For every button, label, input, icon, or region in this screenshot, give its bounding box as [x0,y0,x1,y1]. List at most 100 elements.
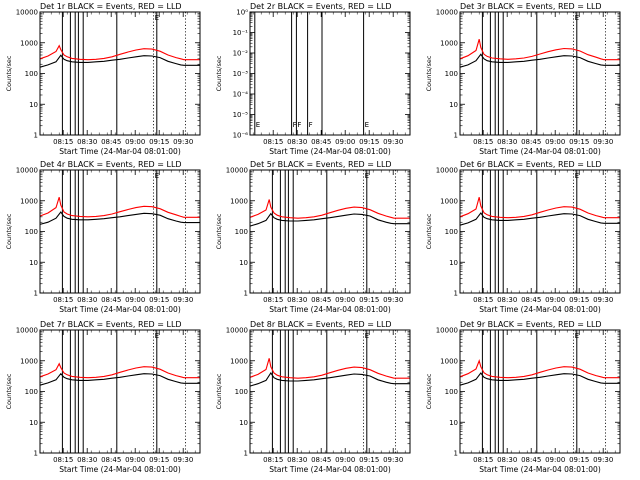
y-tick-label: 1000 [20,357,38,365]
events-series-line [459,53,620,68]
lld-series-line [39,362,200,379]
x-tick-label: 09:30 [383,138,403,146]
panel-9: 1 10 100 1000 10000 08:15 08:30 08:45 09:00 09:15… [425,320,621,474]
y-tick-label: 10 [239,259,248,267]
x-tick-label: 09:30 [173,296,193,304]
panel-title: Det 9r BLACK = Events, RED = LLD [460,320,602,329]
x-tick-label: 09:15 [569,138,589,146]
panel-title: Det 8r BLACK = Events, RED = LLD [250,320,392,329]
x-tick-label: 08:15 [53,138,73,146]
y-tick-label: 10⁰ [236,9,248,17]
plot-frame [249,329,411,454]
lld-series-line [39,197,200,218]
panel-5: 1 10 100 1000 10000 08:15 08:30 08:45 09:00 09:15… [215,160,411,314]
x-tick-label: 09:00 [545,138,565,146]
y-tick-label: 1 [244,290,248,298]
y-tick-label: 100 [445,70,458,78]
events-series-line [39,372,200,386]
x-tick-label: 08:15 [473,296,493,304]
plot-frame [39,169,201,294]
panel-1: 1 10 100 1000 10000 08:15 08:30 08:45 09:00 09:15… [5,2,201,156]
y-tick-label: 1 [34,450,38,458]
y-tick-label: 10⁻⁴ [233,91,249,99]
x-tick-label: 08:30 [497,296,517,304]
x-tick-label: 09:30 [593,138,613,146]
y-tick-label: 10⁻³ [233,70,249,78]
events-series-line [459,212,620,226]
x-axis-label: Start Time (24-Mar-04 08:01:00) [59,305,181,314]
y-tick-label: 10 [29,101,38,109]
y-tick-label: 10⁻¹ [233,29,249,37]
events-series-line [249,372,410,387]
y-axis-label: Counts/sec [215,373,223,409]
x-axis-label: Start Time (24-Mar-04 08:01:00) [479,147,601,156]
y-axis-label: Counts/sec [5,373,13,409]
flag-label: F [297,121,301,129]
x-tick-label: 08:15 [473,138,493,146]
flag-label: E [155,172,159,180]
y-tick-label: 1000 [230,357,248,365]
x-tick-label: 09:15 [149,456,169,464]
flag-label: E [575,172,579,180]
panel-title: Det 3r BLACK = Events, RED = LLD [460,2,602,11]
x-tick-label: 09:00 [335,138,355,146]
x-tick-label: 08:30 [77,456,97,464]
flag-label: E [575,332,579,340]
y-tick-label: 10 [239,419,248,427]
x-tick-label: 08:45 [311,296,331,304]
y-axis-label: Counts/sec [215,55,223,91]
x-tick-label: 09:15 [569,296,589,304]
x-axis-label: Start Time (24-Mar-04 08:01:00) [479,465,601,474]
panel-title: Det 5r BLACK = Events, RED = LLD [250,160,392,169]
flag-label: E [365,121,369,129]
y-tick-label: 10 [449,419,458,427]
x-tick-label: 09:15 [359,456,379,464]
y-tick-label: 100 [25,228,38,236]
y-tick-label: 1000 [20,197,38,205]
x-tick-label: 08:15 [263,456,283,464]
x-tick-label: 08:45 [101,138,121,146]
y-tick-label: 100 [445,228,458,236]
x-tick-label: 09:15 [359,138,379,146]
panel-4: 1 10 100 1000 10000 08:15 08:30 08:45 09:00 09:15… [5,160,201,314]
y-tick-label: 1000 [20,39,38,47]
x-tick-label: 08:30 [77,138,97,146]
panel-8: 1 10 100 1000 10000 08:15 08:30 08:45 09:00 09:15… [215,320,411,474]
flag-label: E [575,14,579,22]
x-axis-label: Start Time (24-Mar-04 08:01:00) [269,305,391,314]
x-tick-label: 09:00 [545,456,565,464]
x-tick-label: 09:00 [335,456,355,464]
x-tick-label: 08:45 [101,296,121,304]
x-axis-label: Start Time (24-Mar-04 08:01:00) [59,147,181,156]
y-tick-label: 100 [25,70,38,78]
x-tick-label: 08:45 [311,456,331,464]
y-tick-label: 10000 [16,167,38,175]
x-tick-label: 08:15 [263,296,283,304]
x-axis-label: Start Time (24-Mar-04 08:01:00) [269,465,391,474]
x-tick-label: 08:30 [287,296,307,304]
plot-frame [249,11,411,136]
panel-2: 10⁻⁶ 10⁻⁵ 10⁻⁴ 10⁻³ 10⁻² 10⁻¹ 10⁰ 08:15 08:30 08:… [215,2,411,156]
events-series-line [39,211,200,225]
y-tick-label: 1 [454,132,458,140]
x-tick-label: 09:00 [125,138,145,146]
x-tick-label: 09:15 [359,296,379,304]
x-tick-label: 08:30 [497,138,517,146]
events-series-line [249,212,410,227]
x-tick-label: 09:00 [335,296,355,304]
x-tick-label: 08:30 [287,456,307,464]
y-tick-label: 1 [454,450,458,458]
y-tick-label: 10000 [226,167,248,175]
y-tick-label: 10000 [436,327,458,335]
y-tick-label: 1 [244,450,248,458]
y-tick-label: 1 [454,290,458,298]
y-axis-label: Counts/sec [425,213,433,249]
x-tick-label: 08:30 [497,456,517,464]
y-tick-label: 10⁻² [233,50,249,58]
plot-frame [39,329,201,454]
panel-title: Det 7r BLACK = Events, RED = LLD [40,320,182,329]
x-tick-label: 08:45 [521,138,541,146]
x-tick-label: 09:30 [173,456,193,464]
lld-series-line [459,197,620,219]
